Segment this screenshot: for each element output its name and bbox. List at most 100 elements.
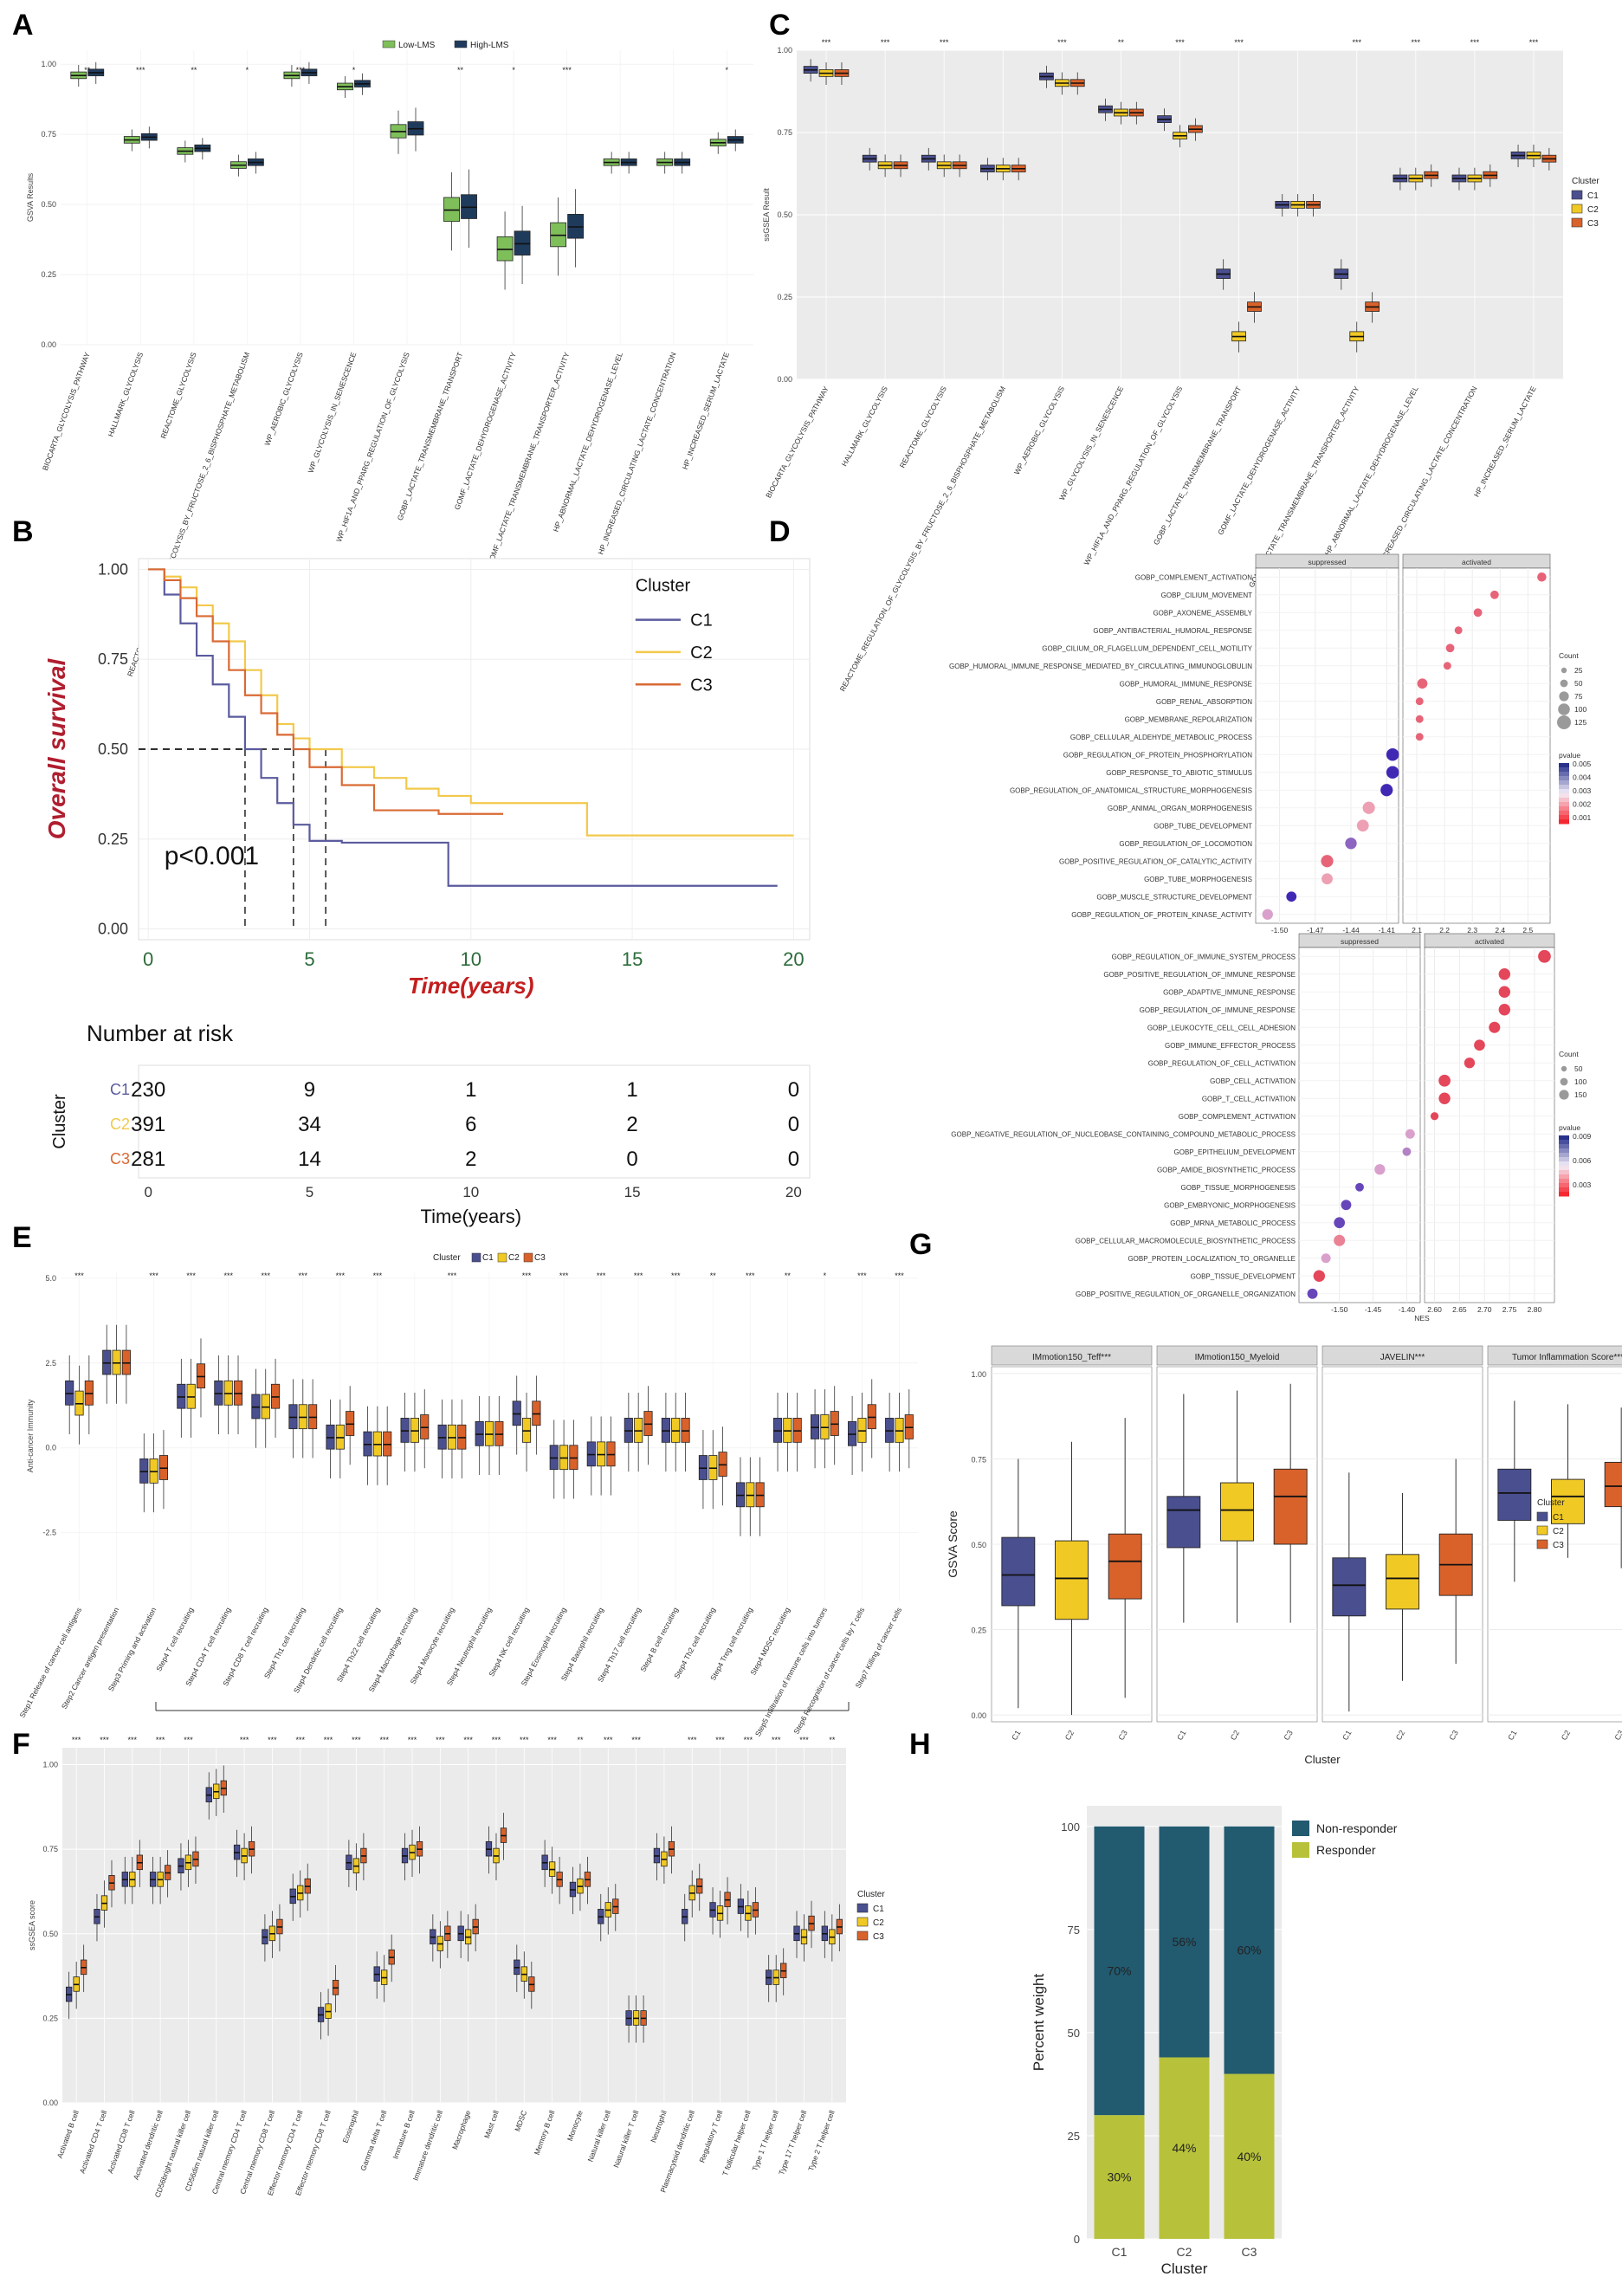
gsea-dot xyxy=(1443,662,1451,670)
y-axis-label: Overall survival xyxy=(43,657,70,839)
x-axis-label: Cluster xyxy=(1161,2260,1208,2277)
pvalue-gradient xyxy=(1559,815,1569,820)
x-category-label: C1 xyxy=(1175,1729,1187,1742)
y-tick-label: 0.50 xyxy=(777,210,792,219)
term-label: GOBP_CILIUM_MOVEMENT xyxy=(1161,592,1252,599)
gsea-dot xyxy=(1362,801,1375,814)
risk-table-title: Number at risk xyxy=(87,1020,234,1046)
y-tick-label: -2.5 xyxy=(42,1529,56,1537)
gsea-dot xyxy=(1322,873,1333,885)
legend-swatch xyxy=(1536,1539,1548,1549)
legend-label: C1 xyxy=(873,1905,884,1914)
pvalue-gradient xyxy=(1559,1140,1569,1145)
legend-title: Count xyxy=(1559,651,1579,660)
significance-label: *** xyxy=(463,1736,473,1744)
significance-label: *** xyxy=(1057,38,1067,47)
legend-swatch xyxy=(523,1252,533,1263)
gsea-dot xyxy=(1417,678,1428,689)
term-label: GOBP_COMPLEMENT_ACTIVATION xyxy=(1135,573,1253,581)
significance-label: *** xyxy=(799,1736,809,1744)
gsea-dot xyxy=(1474,1039,1485,1051)
x-tick-label: -1.47 xyxy=(1307,926,1324,935)
term-label: GOBP_HUMORAL_IMMUNE_RESPONSE xyxy=(1120,680,1252,688)
significance-label: *** xyxy=(352,1736,361,1744)
x-tick-label: 5 xyxy=(304,948,314,970)
box-c1 xyxy=(1332,1557,1367,1617)
x-category-label: GOBP_LACTATE_TRANSMEMBRANE_TRANSPORT xyxy=(396,351,465,521)
term-label: GOBP_ADAPTIVE_IMMUNE_RESPONSE xyxy=(1163,988,1296,996)
pvalue-gradient xyxy=(1559,1148,1569,1154)
gsea-dot xyxy=(1321,855,1334,868)
gsea-dot xyxy=(1415,733,1424,741)
gsea-dot xyxy=(1438,1092,1451,1104)
box-c3 xyxy=(1273,1468,1308,1545)
legend-swatch xyxy=(1536,1525,1548,1536)
term-label: GOBP_AMIDE_BIOSYNTHETIC_PROCESS xyxy=(1157,1166,1296,1174)
term-label: GOBP_PROTEIN_LOCALIZATION_TO_ORGANELLE xyxy=(1128,1255,1296,1263)
gsea-dot xyxy=(1402,1147,1412,1156)
y-tick-label: 0.00 xyxy=(971,1711,986,1720)
facet-title: suppressed xyxy=(1341,937,1379,946)
y-tick-label: 0.25 xyxy=(777,293,792,301)
plot-background xyxy=(62,1748,846,2103)
gsea-dot xyxy=(1405,1129,1415,1139)
bar-non-responder xyxy=(1094,1826,1145,2116)
significance-label: *** xyxy=(604,1736,613,1744)
significance-label: *** xyxy=(822,38,831,47)
legend-size-label: 100 xyxy=(1574,705,1586,714)
y-tick-label: 0.25 xyxy=(41,270,56,279)
x-category-label: REACTOME_GLYCOLYSIS xyxy=(898,385,948,469)
box-c2 xyxy=(1386,1554,1419,1610)
significance-label: *** xyxy=(522,1271,532,1280)
x-category-label: T follicular helper cell xyxy=(721,2109,753,2176)
x-tick-label: -1.45 xyxy=(1365,1305,1382,1314)
risk-count: 0 xyxy=(788,1113,799,1136)
legend-size-label: 100 xyxy=(1574,1077,1586,1086)
significance-label: *** xyxy=(336,1271,346,1280)
legend-title: pvalue xyxy=(1559,751,1580,760)
pvalue-gradient xyxy=(1559,1170,1569,1175)
x-category-label: Regulatory T cell xyxy=(697,2109,724,2163)
x-category-label: HP_INCREASED_SERUM_LACTATE xyxy=(681,351,732,470)
risk-count: 9 xyxy=(304,1078,315,1102)
y-tick-label: 100 xyxy=(1061,1821,1080,1834)
pvalue-gradient xyxy=(1559,1187,1569,1193)
x-category-label: Step4 B cell recruiting xyxy=(638,1606,680,1673)
legend-swatch xyxy=(856,1903,869,1913)
pvalue-gradient xyxy=(1559,1157,1569,1162)
gsea-dot xyxy=(1445,644,1455,653)
x-category-label: C3 xyxy=(1447,1729,1459,1742)
panel-d-gsea-dotplots: suppressed activated -1.50 -1.47 -1.44 -1.41 2… xyxy=(949,553,1592,1323)
x-category-label: Macrophage xyxy=(450,2109,473,2150)
significance-label: ** xyxy=(829,1736,836,1744)
gsea-dot xyxy=(1307,1288,1318,1299)
bar-label-responder: 40% xyxy=(1237,2150,1261,2163)
significance-label: *** xyxy=(72,1736,81,1744)
x-tick-label: 2.60 xyxy=(1427,1305,1442,1314)
term-label: GOBP_REGULATION_OF_PROTEIN_KINASE_ACTIVI… xyxy=(1071,911,1252,919)
facet-header xyxy=(991,1345,1153,1366)
box-c3 xyxy=(1604,1461,1622,1508)
gsea-dot xyxy=(1374,1164,1386,1175)
term-label: GOBP_TISSUE_DEVELOPMENT xyxy=(1191,1272,1296,1280)
term-label: GOBP_MUSCLE_STRUCTURE_DEVELOPMENT xyxy=(1096,893,1252,901)
x-tick-label: 2.65 xyxy=(1452,1305,1467,1314)
significance-label: *** xyxy=(1470,38,1480,47)
y-tick-label: 5.0 xyxy=(45,1274,56,1283)
risk-count: 281 xyxy=(131,1148,165,1171)
x-tick-label: 20 xyxy=(783,948,804,970)
significance-label: *** xyxy=(1352,38,1361,47)
y-tick-label: 0.75 xyxy=(42,1845,58,1853)
y-tick-label: 0 xyxy=(1074,2233,1080,2246)
legend-label-high: High-LMS xyxy=(470,41,509,50)
x-category-label: Step4 Basophil recruiting xyxy=(559,1606,605,1682)
x-category-label: Activated dendritic cell xyxy=(132,2109,165,2181)
gsea-dot xyxy=(1498,1004,1511,1016)
x-category-label: Type 17 T helper cell xyxy=(777,2109,808,2176)
legend-swatch xyxy=(1571,217,1583,228)
significance-label: *** xyxy=(547,1736,557,1744)
x-category-label: WP_AEROBIC_GLYCOLYSIS xyxy=(262,351,304,447)
pvalue-label: 0.006 xyxy=(1573,1156,1592,1165)
legend-title: Cluster xyxy=(636,576,691,595)
